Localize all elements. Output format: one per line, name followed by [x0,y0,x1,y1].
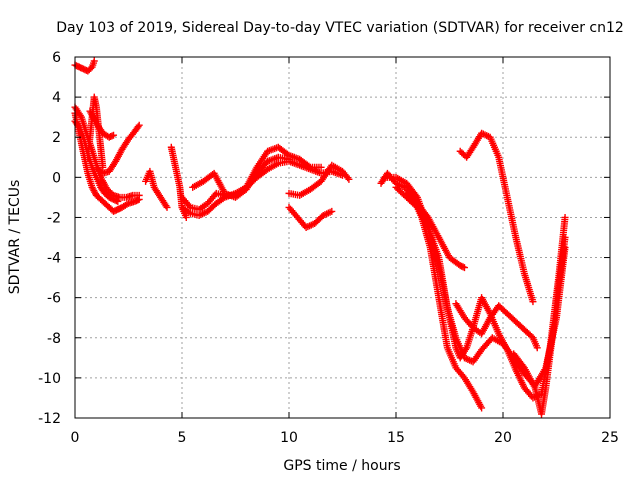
x-tick-label: 25 [601,430,619,446]
plot-area-border [74,56,611,419]
x-tick-label: 10 [280,430,298,446]
y-tick-label: -12 [38,411,61,427]
data-point [529,298,537,306]
series-track-7 [86,107,118,141]
series-track-13 [285,203,336,231]
series-track-17 [392,183,569,390]
data-point [328,207,336,215]
series-track-16 [381,173,569,402]
data-point [285,155,293,163]
series-track-6 [92,121,143,177]
series-track-9 [167,143,190,221]
data-point [135,191,143,199]
chart-title: Day 103 of 2019, Sidereal Day-to-day VTE… [56,20,624,36]
data-point [317,163,325,171]
data-point [478,404,486,412]
data-point [182,213,190,221]
series-track-15 [377,169,486,412]
data-point [110,131,118,139]
y-tick-label: 0 [52,170,61,186]
series-track-8 [142,167,171,211]
data-point [134,123,142,131]
y-tick-label: 6 [52,50,61,66]
series-track-14 [285,161,353,199]
y-tick-label: -10 [38,371,61,387]
y-axis-label: SDTVAR / TECUs [7,180,23,295]
data-point [533,344,541,352]
series-track-20 [456,129,537,306]
x-axis-label: GPS time / hours [283,458,400,474]
data-point [460,264,468,272]
data-point [305,162,313,170]
data-point [114,197,122,205]
axis-ticks: 0 5 10 15 20 25 -12 -10 -8 -6 -4 -2 0 2 4 6 [38,50,619,446]
data-point [561,213,569,221]
x-tick-label: 15 [387,430,405,446]
y-tick-label: -4 [47,251,61,267]
grid-lines [75,57,610,418]
x-tick-label: 20 [494,430,512,446]
data-point [344,174,352,182]
data-point [74,122,82,130]
series-track-21 [510,234,569,418]
data-point [163,203,171,211]
series-track-12 [189,153,293,201]
data-point [345,175,353,183]
series-track-4 [71,57,98,75]
data-points [71,57,569,418]
x-tick-label: 5 [178,430,187,446]
y-tick-label: -6 [47,291,61,307]
y-tick-label: -8 [47,331,61,347]
y-tick-label: -2 [47,210,61,226]
y-tick-label: 4 [52,90,61,106]
data-point [561,234,569,241]
data-point [135,121,143,129]
series-track-18 [403,189,468,272]
data-point [412,192,420,200]
x-tick-label: 0 [71,430,80,446]
series-track-19 [452,300,541,352]
data-point [90,57,98,65]
data-point [123,200,131,208]
y-tick-label: 2 [52,130,61,146]
